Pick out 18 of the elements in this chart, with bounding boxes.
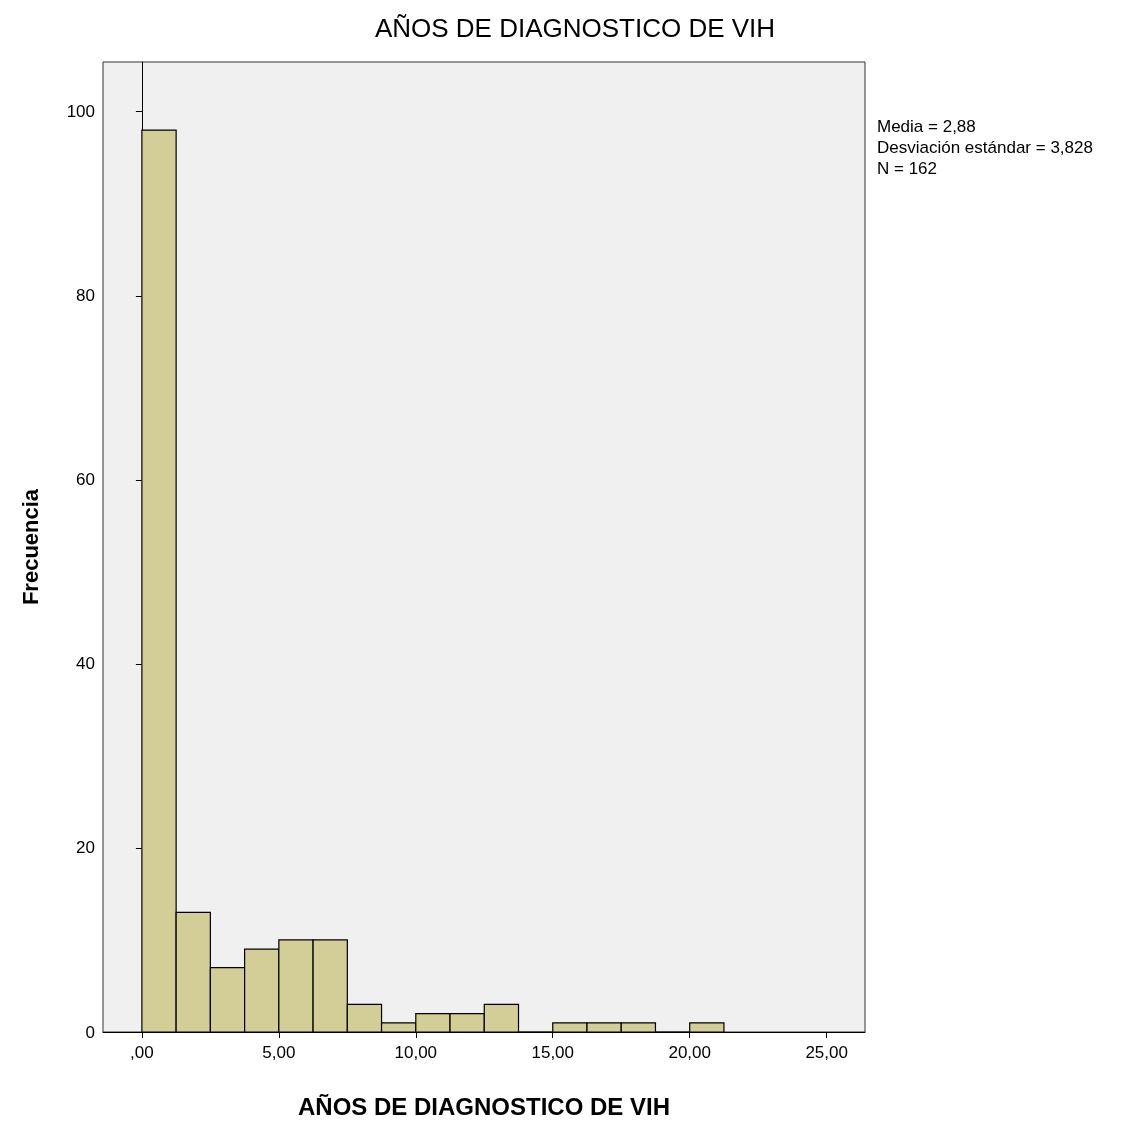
y-tick-label: 80 — [76, 286, 95, 306]
text: Desviación estándar = 3,828 — [877, 138, 1093, 157]
y-axis-title: Frecuencia — [17, 488, 43, 606]
y-tick-label: 60 — [76, 470, 95, 490]
chart-title: AÑOS DE DIAGNOSTICO DE VIH — [374, 13, 776, 43]
x-tick-label: 5,00 — [262, 1043, 296, 1062]
y-tick-label: 40 — [76, 654, 95, 674]
y-tick-label: 0 — [85, 1022, 95, 1042]
x-tick-label: 10,00 — [394, 1043, 438, 1062]
text: Media = 2,88 — [877, 117, 976, 136]
text: N = 162 — [877, 159, 938, 178]
y-tick-label: 100 — [66, 102, 95, 122]
x-tick-label: 20,00 — [668, 1043, 711, 1062]
x-tick-label: 15,00 — [531, 1043, 575, 1062]
y-tick-label: 20 — [76, 838, 95, 858]
x-tick-label: 25,00 — [805, 1043, 848, 1062]
x-tick-label: ,00 — [130, 1043, 154, 1062]
x-axis-title: AÑOS DE DIAGNOSTICO DE VIH — [297, 1092, 671, 1120]
